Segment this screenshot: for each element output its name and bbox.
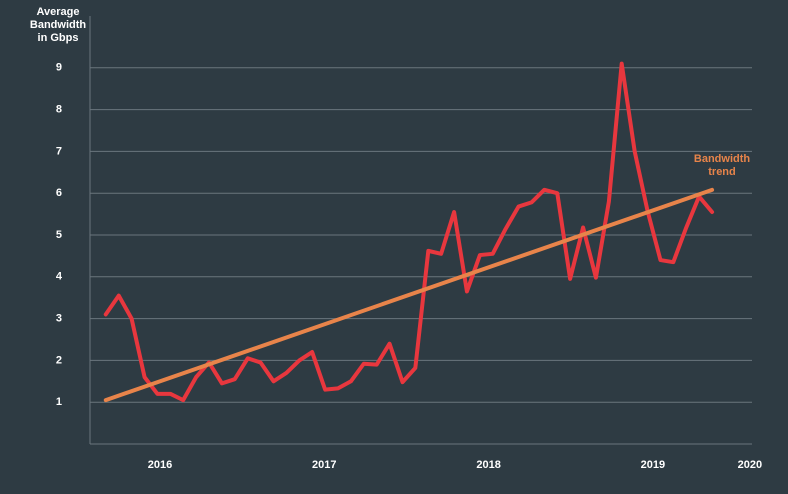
- y-axis-label: Average: [36, 6, 79, 18]
- y-tick-label: 1: [56, 396, 62, 408]
- series-annotation: trend: [708, 166, 736, 178]
- y-tick-label: 9: [56, 62, 62, 74]
- y-axis-label: in Gbps: [38, 32, 79, 44]
- y-tick-label: 7: [56, 145, 62, 157]
- series-line: [103, 187, 715, 403]
- x-tick-label: 2018: [476, 459, 500, 471]
- y-tick-label: 2: [56, 354, 62, 366]
- x-tick-label: 2020: [738, 459, 762, 471]
- x-tick-label: 2019: [641, 459, 665, 471]
- y-tick-label: 6: [56, 187, 62, 199]
- y-tick-label: 4: [56, 271, 63, 283]
- y-tick-label: 8: [56, 104, 62, 116]
- x-tick-label: 2017: [312, 459, 336, 471]
- y-axis-label: Bandwidth: [30, 19, 86, 31]
- y-tick-label: 3: [56, 313, 62, 325]
- y-tick-label: 5: [56, 229, 62, 241]
- series-annotation: Bandwidth: [694, 153, 750, 165]
- x-tick-label: 2016: [148, 459, 172, 471]
